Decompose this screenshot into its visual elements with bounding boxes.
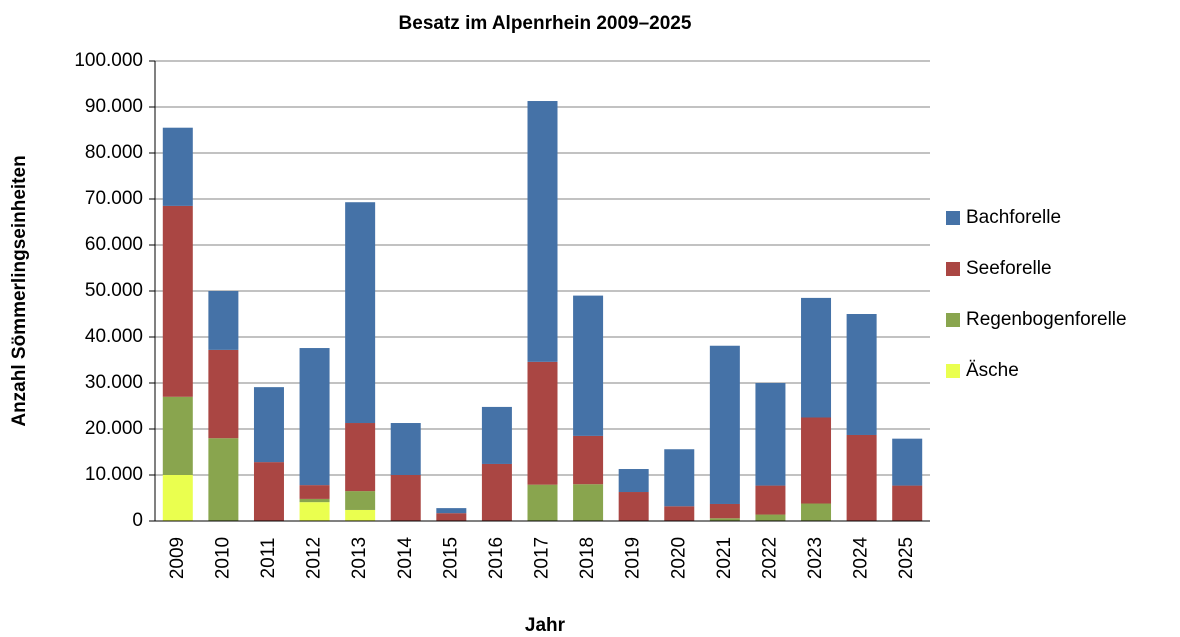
bar-segment <box>846 434 877 521</box>
legend-swatch <box>946 211 960 225</box>
legend-label: Äsche <box>966 360 1019 381</box>
bar-segment <box>390 475 421 521</box>
bar-segment <box>299 498 330 503</box>
bar-segment <box>618 492 649 521</box>
bar-segment <box>162 396 193 475</box>
bar-segment <box>481 463 512 521</box>
bar-segment <box>208 438 239 521</box>
bar-segment <box>755 514 786 521</box>
bar-segment <box>253 387 284 463</box>
bar-segment <box>801 297 832 418</box>
bar-segment <box>162 475 193 521</box>
x-tick-label: 2016 <box>486 537 507 579</box>
bar-segment <box>664 449 695 507</box>
bar-segment <box>299 348 330 486</box>
bar-segment <box>846 314 877 435</box>
y-tick-label: 20.000 <box>85 418 143 439</box>
y-axis-title: Anzahl Sömmerlingseinheiten <box>9 155 30 426</box>
bar-segment <box>892 485 923 521</box>
bar-segment <box>573 435 604 485</box>
bar-segment <box>299 485 330 499</box>
bar-segment <box>345 202 376 424</box>
bar-segment <box>436 508 467 514</box>
bar-segment <box>709 503 740 519</box>
bar-segment <box>253 462 284 521</box>
x-tick-label: 2024 <box>851 536 872 579</box>
legend-label: Seeforelle <box>966 258 1052 279</box>
y-tick-label: 100.000 <box>74 50 143 71</box>
bar-segment <box>345 509 376 521</box>
y-tick-label: 80.000 <box>85 142 143 163</box>
bar-segment <box>527 101 558 362</box>
bar-segment <box>573 484 604 521</box>
y-tick-label: 40.000 <box>85 326 143 347</box>
x-tick-label: 2012 <box>304 537 325 579</box>
x-tick-label: 2017 <box>532 537 553 579</box>
bar-segment <box>527 361 558 485</box>
bar-segment <box>892 438 923 486</box>
bar-segment <box>208 291 239 350</box>
y-tick-label: 30.000 <box>85 372 143 393</box>
x-tick-label: 2018 <box>577 537 598 579</box>
y-tick-label: 0 <box>132 510 143 531</box>
y-tick-label: 10.000 <box>85 464 143 485</box>
bar-segment <box>208 349 239 439</box>
x-tick-label: 2015 <box>440 537 461 579</box>
x-tick-label: 2023 <box>805 537 826 579</box>
bar-segment <box>345 491 376 510</box>
bar-segment <box>527 484 558 521</box>
x-tick-label: 2011 <box>258 538 279 579</box>
bar-segment <box>709 518 740 521</box>
bar-segment <box>755 383 786 486</box>
bar-segment <box>390 423 421 475</box>
legend-swatch <box>946 313 960 327</box>
bar-segment <box>162 127 193 206</box>
bar-segment <box>709 345 740 504</box>
bar-segment <box>755 485 786 515</box>
legend-label: Bachforelle <box>966 207 1061 228</box>
bar-segment <box>801 417 832 504</box>
bar-segment <box>436 513 467 521</box>
bar-segment <box>299 502 330 521</box>
legend-label: Regenbogenforelle <box>966 309 1127 330</box>
x-tick-label: 2020 <box>668 537 689 579</box>
x-tick-label: 2021 <box>714 537 735 579</box>
y-tick-label: 70.000 <box>85 188 143 209</box>
chart-title: Besatz im Alpenrhein 2009–2025 <box>399 13 692 34</box>
bar-segment <box>801 503 832 521</box>
bar-segment <box>573 295 604 436</box>
legend-swatch <box>946 364 960 378</box>
bar-segment <box>162 205 193 397</box>
x-tick-label: 2019 <box>623 537 644 579</box>
x-tick-label: 2014 <box>395 536 416 579</box>
x-tick-label: 2009 <box>167 537 188 579</box>
bar-segment <box>345 423 376 492</box>
x-axis-title: Jahr <box>525 615 566 636</box>
bar-segment <box>664 506 695 521</box>
x-tick-label: 2025 <box>896 537 917 579</box>
y-tick-label: 90.000 <box>85 96 143 117</box>
legend-swatch <box>946 262 960 276</box>
x-tick-label: 2013 <box>349 537 370 579</box>
y-tick-label: 60.000 <box>85 234 143 255</box>
x-tick-label: 2010 <box>212 537 233 579</box>
x-tick-label: 2022 <box>759 537 780 579</box>
bar-segment <box>618 469 649 493</box>
bar-segment <box>481 406 512 464</box>
y-tick-label: 50.000 <box>85 280 143 301</box>
